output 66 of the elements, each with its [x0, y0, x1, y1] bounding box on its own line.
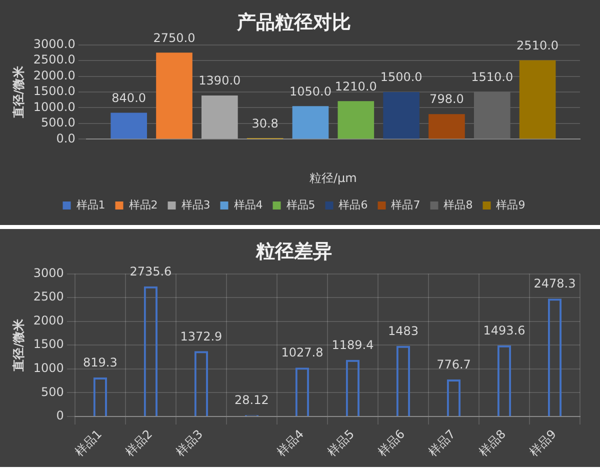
x-tick-label: 样品3 — [173, 426, 206, 460]
y-tick-label: 2000 — [33, 313, 64, 328]
bar — [338, 101, 374, 139]
legend-label: 样品7 — [391, 198, 420, 212]
data-label: 1027.8 — [281, 346, 324, 360]
y-tick-label: 500 — [41, 384, 64, 399]
bar — [383, 92, 420, 139]
data-label: 30.8 — [252, 116, 278, 130]
data-label: 2510.0 — [516, 38, 559, 52]
data-label: 1493.6 — [483, 324, 526, 338]
bar — [292, 106, 329, 139]
x-tick-label: 样品9 — [526, 426, 560, 460]
data-label: 776.7 — [436, 358, 471, 372]
bar — [474, 92, 510, 139]
data-label: 2735.6 — [130, 264, 172, 278]
legend-label: 样品2 — [128, 198, 158, 212]
chart-title: 粒径差异 — [255, 240, 332, 262]
y-tick-label: 0.0 — [56, 131, 76, 146]
x-tick-label: 样品8 — [476, 426, 509, 460]
legend-label: 样品3 — [181, 198, 210, 212]
data-label: 1372.9 — [180, 329, 222, 344]
data-label: 1483 — [388, 324, 418, 338]
x-tick-label: 样品6 — [375, 426, 408, 460]
data-label: 2750.0 — [153, 30, 196, 45]
bar — [202, 95, 238, 139]
x-tick-label: 样品4 — [274, 426, 307, 460]
data-label: 1500.0 — [380, 70, 422, 84]
y-tick-label: 2000.0 — [33, 68, 76, 82]
x-axis-title: 粒径/μm — [310, 170, 357, 185]
y-tick-label: 2500.0 — [33, 52, 76, 67]
bar — [428, 114, 465, 139]
data-label: 1189.4 — [332, 338, 374, 352]
chart-title: 产品粒径对比 — [236, 11, 351, 34]
legend-label: 样品1 — [76, 198, 106, 212]
y-axis-title: 直径/微米 — [11, 318, 26, 372]
y-tick-label: 1000.0 — [33, 100, 76, 114]
data-label: 798.0 — [430, 92, 464, 106]
data-label: 1510.0 — [471, 70, 514, 84]
legend-label: 样品8 — [444, 198, 473, 212]
bar — [519, 60, 556, 139]
data-label: 1210.0 — [334, 79, 377, 94]
x-tick-label: 样品2 — [122, 426, 156, 460]
legend-label: 样品9 — [496, 198, 526, 212]
bar — [156, 52, 192, 139]
data-label: 819.3 — [83, 356, 118, 370]
y-tick-label: 500.0 — [41, 116, 76, 130]
y-axis-title: 直径/微米 — [11, 64, 26, 120]
y-tick-label: 1500 — [33, 337, 64, 352]
x-tick-label: 样品5 — [324, 426, 358, 460]
data-label: 840.0 — [112, 90, 146, 105]
x-tick-label: 样品1 — [72, 426, 105, 460]
legend-label: 样品5 — [286, 198, 316, 212]
y-tick-label: 3000 — [33, 266, 64, 280]
data-label: 28.12 — [234, 393, 269, 408]
data-label: 1390.0 — [198, 74, 241, 88]
y-tick-label: 1000 — [33, 361, 64, 376]
x-tick-label: 样品7 — [426, 426, 458, 460]
legend-label: 样品4 — [234, 198, 263, 212]
y-tick-label: 0 — [56, 408, 64, 423]
y-tick-label: 1500.0 — [33, 84, 76, 98]
y-tick-label: 2500 — [33, 290, 64, 304]
bar — [110, 112, 148, 139]
data-label: 1050.0 — [289, 84, 332, 98]
data-label: 2478.3 — [534, 276, 576, 291]
legend-label: 样品6 — [338, 198, 368, 212]
y-tick-label: 3000.0 — [33, 36, 76, 51]
